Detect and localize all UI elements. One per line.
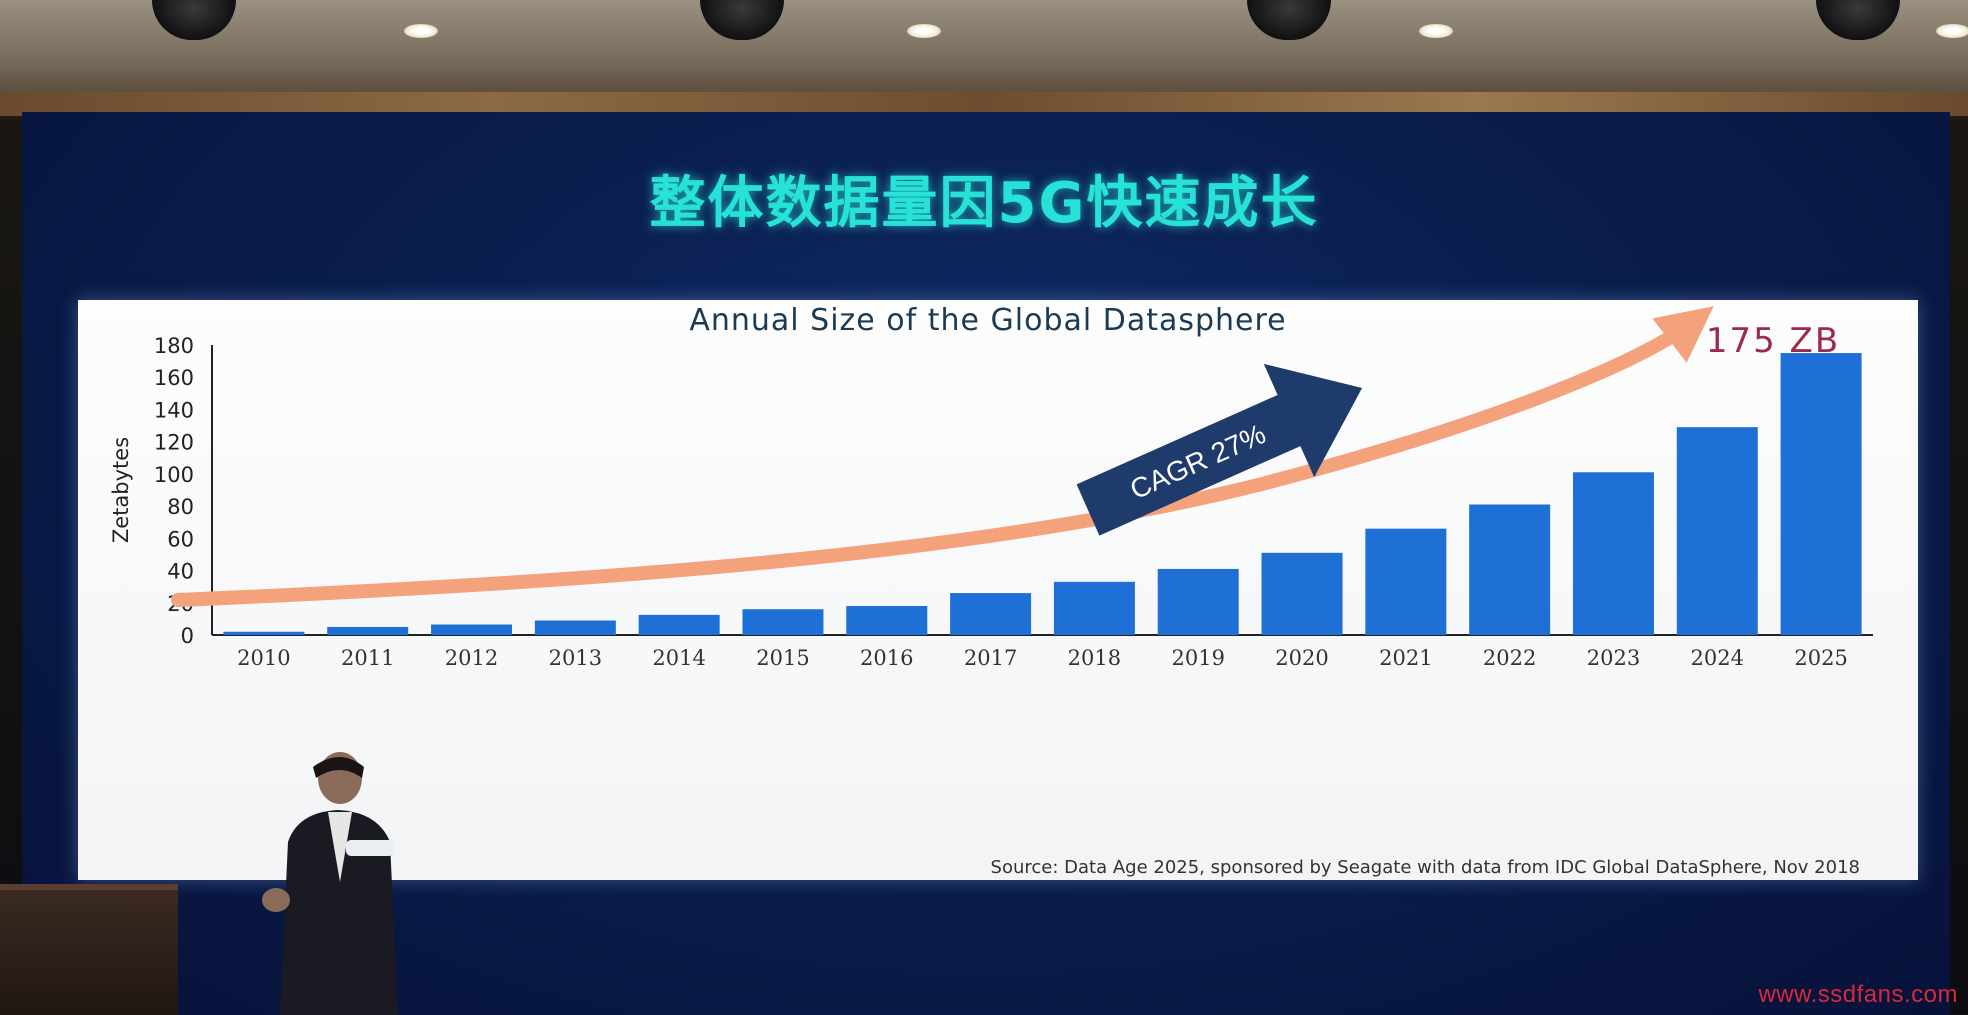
ceiling-light xyxy=(404,24,438,38)
bar xyxy=(1469,504,1551,635)
x-tick-label: 2011 xyxy=(341,646,394,670)
podium xyxy=(0,890,178,1015)
y-axis-label: Zetabytes xyxy=(109,437,133,543)
y-tick-label: 60 xyxy=(167,527,194,551)
chart-title: Annual Size of the Global Datasphere xyxy=(689,303,1286,338)
x-tick-label: 2024 xyxy=(1691,646,1744,670)
x-tick-label: 2010 xyxy=(237,646,290,670)
ceiling-light xyxy=(1936,24,1968,38)
x-tick-label: 2013 xyxy=(549,646,602,670)
x-tick-label: 2017 xyxy=(964,646,1017,670)
y-tick-label: 100 xyxy=(154,463,194,487)
bar xyxy=(327,626,409,635)
ceiling-light xyxy=(907,24,941,38)
bar-chart: Annual Size of the Global Datasphere Zet… xyxy=(109,303,1873,878)
x-tick-label: 2023 xyxy=(1587,646,1640,670)
bar xyxy=(1676,427,1758,635)
y-tick-label: 140 xyxy=(154,398,194,422)
final-value-label: 175 ZB xyxy=(1706,321,1840,361)
x-tick-label: 2020 xyxy=(1275,646,1328,670)
trend-arrow xyxy=(171,306,1714,607)
x-tick-label: 2014 xyxy=(652,646,705,670)
bar xyxy=(950,593,1032,635)
y-tick-label: 0 xyxy=(181,624,194,648)
y-tick-label: 160 xyxy=(154,366,194,390)
x-tick-label: 2016 xyxy=(860,646,913,670)
bar xyxy=(1365,528,1447,635)
y-tick-label: 80 xyxy=(167,495,194,519)
ceiling-light xyxy=(1419,24,1453,38)
bar xyxy=(742,609,824,635)
bar xyxy=(534,620,616,635)
x-tick-label: 2018 xyxy=(1068,646,1121,670)
x-tick-label: 2022 xyxy=(1483,646,1536,670)
y-tick-label: 120 xyxy=(154,431,194,455)
bar xyxy=(1157,568,1239,635)
bar xyxy=(638,614,720,635)
bar xyxy=(1780,353,1862,635)
ceiling xyxy=(0,0,1968,95)
bar xyxy=(846,606,928,635)
bar xyxy=(1053,581,1135,635)
bar xyxy=(1261,552,1343,635)
chart-panel: Annual Size of the Global Datasphere Zet… xyxy=(78,300,1918,880)
x-tick-label: 2025 xyxy=(1794,646,1847,670)
y-tick-label: 40 xyxy=(167,560,194,584)
bar xyxy=(431,624,513,635)
x-tick-label: 2021 xyxy=(1379,646,1432,670)
presenter-silhouette xyxy=(262,752,398,1015)
cagr-arrow: CAGR 27% xyxy=(1076,363,1363,536)
slide-title: 整体数据量因5G快速成长 xyxy=(649,171,1319,236)
y-tick-label: 180 xyxy=(154,334,194,358)
bar xyxy=(223,631,305,635)
x-tick-label: 2019 xyxy=(1171,646,1224,670)
watermark: www.ssdfans.com xyxy=(1758,981,1958,1008)
x-tick-label: 2012 xyxy=(445,646,498,670)
x-tick-label: 2015 xyxy=(756,646,809,670)
source-note: Source: Data Age 2025, sponsored by Seag… xyxy=(991,857,1860,878)
bar xyxy=(1572,472,1654,635)
